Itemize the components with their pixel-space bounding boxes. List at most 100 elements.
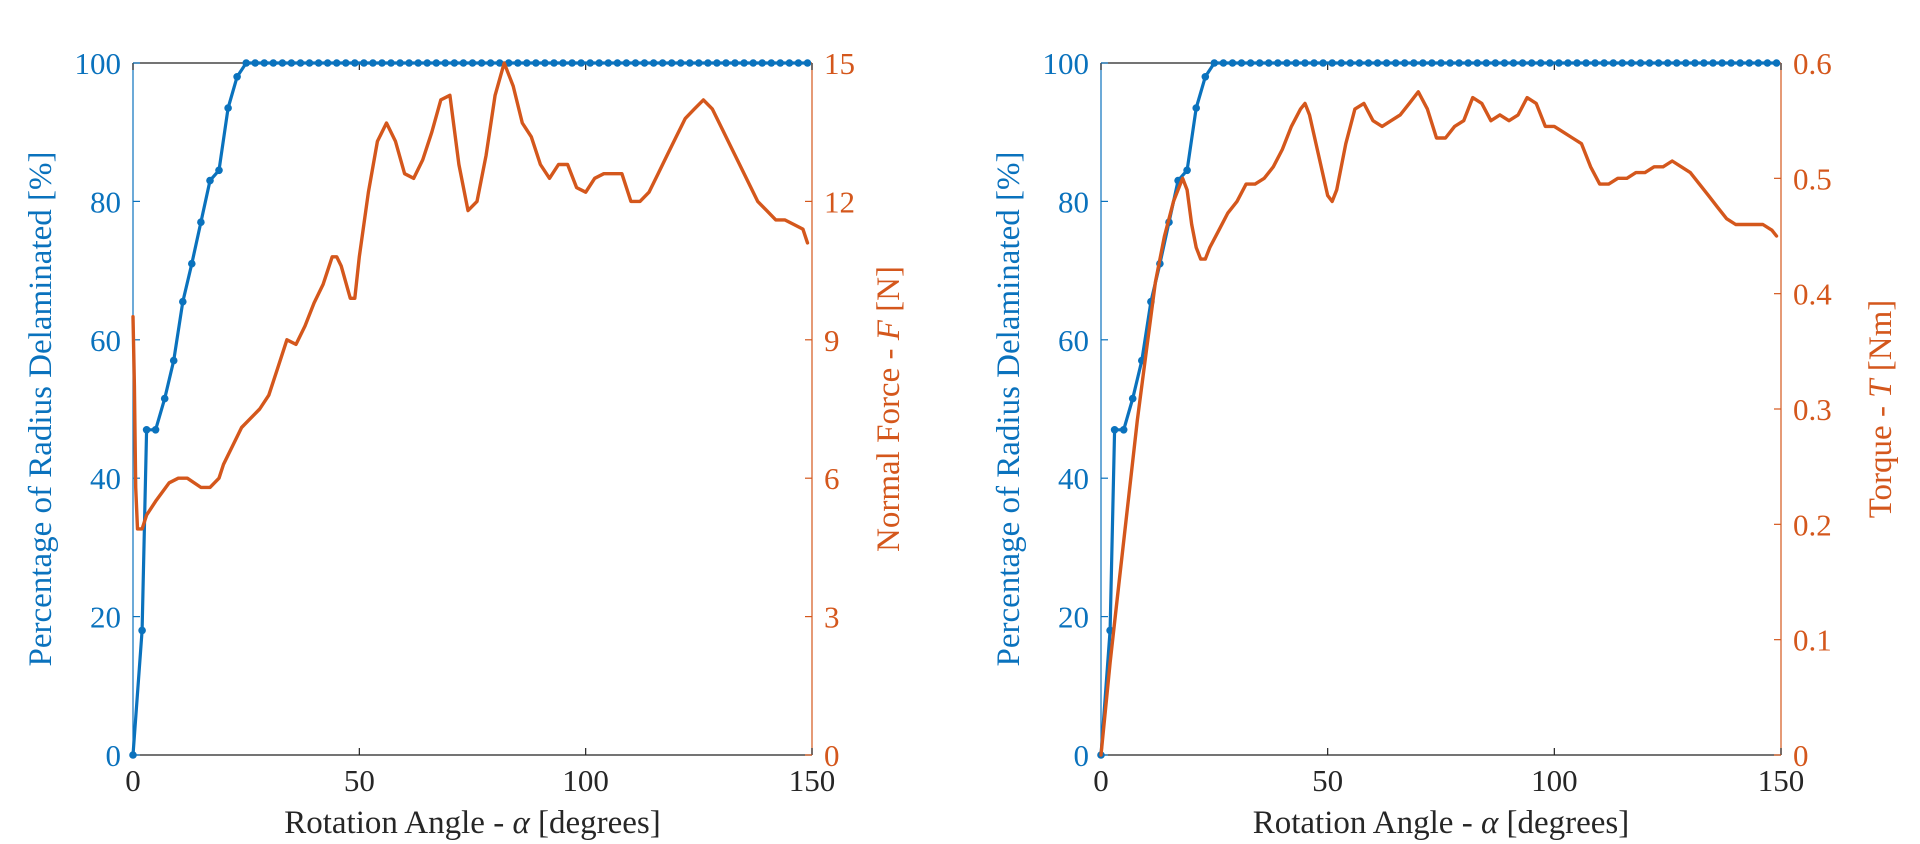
delamination-point [776,59,785,67]
delamination-point [1627,59,1636,67]
left-y-axis-title: Percentage of Radius Delaminated [%] [991,152,1027,667]
delamination-point [1437,59,1445,67]
left-y-tick-label: 60 [90,323,121,358]
delamination-point [749,59,757,67]
delamination-point [1654,59,1663,67]
delamination-point [1763,59,1772,67]
delamination-point [740,59,748,67]
delamination-point [342,59,350,67]
delamination-point [785,59,794,67]
delamination-point [1346,59,1355,67]
delamination-point [667,59,676,67]
left-y-tick-label: 20 [1058,600,1089,635]
delamination-point [1255,59,1264,67]
delamination-point [532,59,540,67]
right-y-tick-label: 6 [824,461,840,496]
delamination-point [215,166,223,175]
delamination-point [1591,59,1599,67]
delamination-point [658,59,667,67]
delamination-point [1119,426,1128,434]
x-axis-title-part: [degrees] [1498,805,1629,841]
delamination-point [595,59,603,67]
x-axis-title-part: Rotation Angle - [1253,805,1481,841]
torque-series-line [1099,90,1779,757]
delamination-point [631,59,640,67]
delamination-point [686,59,694,67]
delamination-point [486,59,495,67]
delamination-point [305,59,314,67]
delamination-point [1364,59,1373,67]
delamination-point [1709,59,1717,67]
delamination-point [1663,59,1672,67]
right-y-tick-label: 0 [824,738,840,773]
left-y-tick-label: 100 [1043,46,1090,81]
delamination-point [296,59,305,67]
left-y-tick-label: 60 [1058,323,1089,358]
delamination-point [1274,59,1282,67]
delamination-point [1446,59,1454,67]
delamination-point [577,59,585,67]
delamination-point [1328,59,1336,67]
delamination-point [1192,104,1200,112]
delamination-point [387,59,395,67]
x-tick-label: 50 [344,763,375,798]
delamination-point [188,259,196,268]
delamination-point [1355,59,1364,67]
delamination-point [1645,59,1654,67]
left-y-tick-label: 20 [90,600,121,635]
delamination-point [758,59,766,67]
delamination-point [1555,59,1563,67]
delamination-point [1128,394,1137,403]
delamination-point [351,59,359,67]
delamination-point [432,59,441,67]
delamination-point [1464,59,1472,67]
delamination-point [1391,59,1400,67]
left-y-tick-label: 80 [1058,184,1089,219]
delamination-point [622,59,631,67]
delamination-point [1246,59,1255,67]
left-y-tick-label: 80 [90,184,121,219]
delamination-point [1691,59,1699,67]
delamination-point [151,426,160,434]
left-y-tick-label: 0 [1074,738,1090,773]
left-y-axis-title: Percentage of Radius Delaminated [%] [23,152,59,667]
delamination-point [514,59,522,67]
right-y-axis-title: Torque - T [Nm] [1863,300,1899,519]
delamination-point [1410,59,1418,67]
delamination-point [278,59,287,67]
left-y-tick-label: 40 [1058,461,1089,496]
delamination-point [568,59,576,67]
delamination-point [396,59,404,67]
delamination-point [1754,59,1763,67]
x-tick-label: 50 [1312,763,1343,798]
delamination-point [550,59,558,67]
delamination-point [794,59,803,67]
delamination-point [1228,59,1237,67]
delamination-point [586,59,594,67]
delamination-point [649,59,658,67]
delamination-point [1718,59,1726,67]
delamination-point [495,59,504,67]
delamination-point [138,626,146,635]
delamination-point [1183,166,1191,175]
delamination-point [1428,59,1436,67]
delamination-point [197,218,205,226]
delamination-point [441,59,450,67]
delamination-series-line [1099,61,1779,757]
delamination-point [1573,59,1581,67]
delamination-point [1210,59,1219,67]
x-axis-title: Rotation Angle - α [degrees] [284,805,661,841]
delamination-point [1546,59,1554,67]
right-y-tick-label: 3 [824,600,840,635]
x-tick-label: 100 [562,763,609,798]
right-y-axis-title-part: [Nm] [1863,300,1899,380]
delamination-point [405,59,413,67]
delamination-point [323,59,332,67]
delamination-point [1310,59,1318,67]
delamination-point [314,59,323,67]
delamination-point [1518,59,1527,67]
left-y-tick-label: 0 [106,738,122,773]
delamination-point [242,59,250,67]
x-axis-title-part: α [512,805,530,841]
